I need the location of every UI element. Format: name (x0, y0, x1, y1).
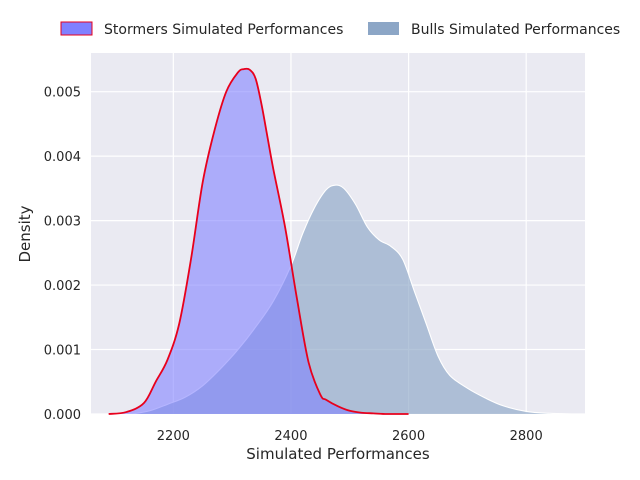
y-tick-label: 0.005 (44, 86, 81, 101)
x-tick-label: 2200 (157, 429, 190, 444)
x-axis-ticks: 2200 2400 2600 2800 (157, 429, 543, 444)
density-area-stormers (108, 68, 409, 415)
legend: Stormers Simulated Performances Bulls Si… (60, 21, 620, 38)
y-tick-label: 0.004 (44, 150, 81, 165)
y-tick-label: 0.003 (44, 215, 81, 230)
density-areas (108, 67, 574, 415)
x-axis-label: Simulated Performances (246, 445, 430, 463)
x-tick-label: 2400 (274, 429, 307, 444)
density-line-stormers (108, 67, 409, 415)
legend-label-bulls: Bulls Simulated Performances (411, 22, 620, 38)
legend-swatch-stormers (60, 21, 93, 36)
x-tick-label: 2800 (510, 429, 543, 444)
y-axis-ticks: 0.000 0.001 0.002 0.003 0.004 0.005 (44, 86, 81, 423)
y-tick-label: 0.001 (44, 344, 81, 359)
legend-label-stormers: Stormers Simulated Performances (104, 22, 343, 38)
y-tick-label: 0.002 (44, 279, 81, 294)
legend-swatch-bulls (368, 22, 399, 35)
x-tick-label: 2600 (392, 429, 425, 444)
y-axis-label: Density (16, 205, 34, 262)
y-tick-label: 0.000 (44, 408, 81, 423)
